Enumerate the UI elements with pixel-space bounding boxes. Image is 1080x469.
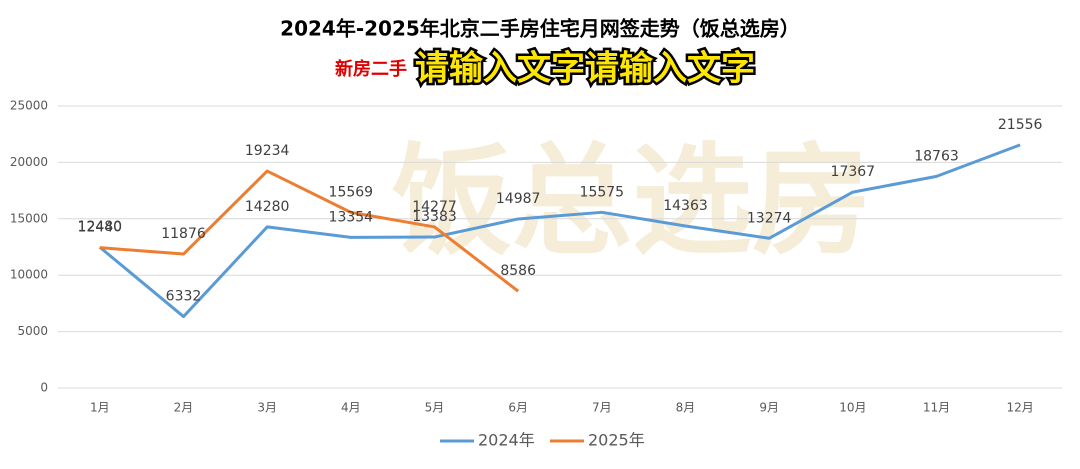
x-tick-label: 10月 (839, 401, 866, 415)
x-tick-label: 5月 (425, 401, 445, 415)
x-tick-label: 6月 (508, 401, 528, 415)
data-label: 17367 (831, 164, 876, 180)
y-tick-label: 0 (40, 381, 48, 395)
x-tick-label: 1月 (90, 401, 110, 415)
data-label: 21556 (998, 117, 1043, 133)
x-tick-label: 7月 (592, 401, 612, 415)
data-label: 13274 (747, 210, 792, 226)
x-tick-label: 12月 (1007, 401, 1034, 415)
data-label: 6332 (166, 289, 202, 305)
x-tick-label: 3月 (257, 401, 277, 415)
data-label: 14987 (496, 191, 541, 207)
data-label: 14363 (663, 198, 708, 214)
data-label: 14280 (245, 199, 290, 215)
y-tick-label: 25000 (10, 99, 48, 113)
x-tick-label: 8月 (676, 401, 696, 415)
data-label: 13354 (329, 209, 374, 225)
y-tick-label: 5000 (17, 324, 48, 338)
y-tick-label: 20000 (10, 155, 48, 169)
chart-subtitle: 新房二手 (335, 58, 407, 80)
data-label: 14277 (412, 199, 457, 215)
plot-area (58, 105, 1062, 389)
x-tick-label: 2月 (174, 401, 194, 415)
data-label: 15575 (580, 184, 625, 200)
x-tick-label: 4月 (341, 401, 361, 415)
legend-label: 2024年 (478, 431, 535, 450)
legend-label: 2025年 (588, 431, 645, 450)
y-tick-label: 10000 (10, 268, 48, 282)
data-label: 8586 (500, 263, 536, 279)
x-tick-label: 9月 (759, 401, 779, 415)
x-tick-label: 11月 (923, 401, 950, 415)
series-line (98, 143, 1021, 319)
chart-title: 2024年-2025年北京二手房住宅月网签走势（饭总选房） (280, 17, 800, 41)
data-label: 11876 (161, 226, 206, 242)
watermark: 饭总选房 (392, 133, 872, 272)
data-label: 12440 (78, 220, 123, 236)
data-label: 15569 (329, 184, 374, 200)
series-line (99, 169, 520, 293)
data-label: 12480 (78, 219, 123, 235)
overlay-text: 请输入文字请输入文字 (415, 49, 755, 89)
data-label: 19234 (245, 143, 290, 159)
data-label: 13383 (412, 209, 457, 225)
data-label: 18763 (914, 148, 959, 164)
y-tick-label: 15000 (10, 211, 48, 225)
